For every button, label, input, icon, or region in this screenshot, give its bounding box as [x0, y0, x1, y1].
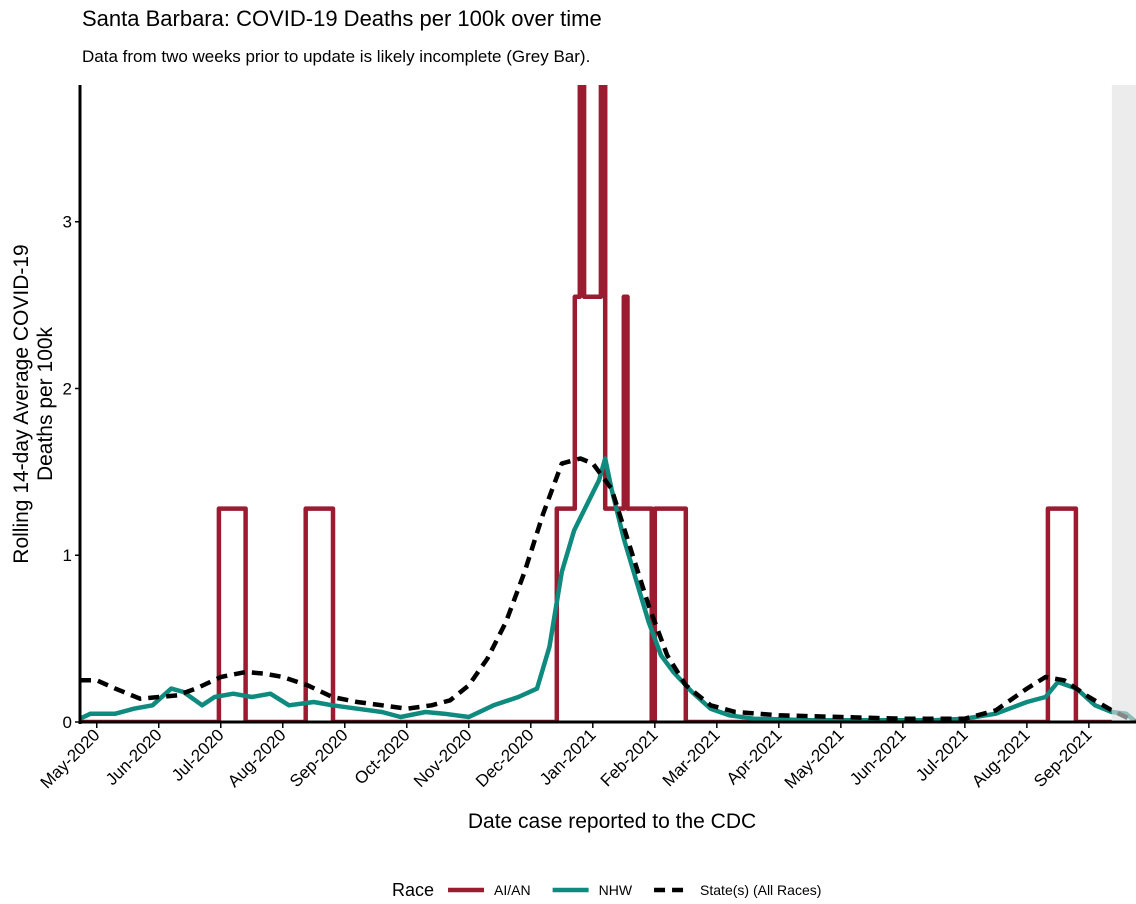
- legend-label: AI/AN: [494, 882, 531, 898]
- x-tick-label: Nov-2020: [410, 725, 476, 791]
- x-tick-label: Feb-2021: [597, 725, 662, 790]
- x-tick-label: Mar-2021: [659, 725, 724, 790]
- y-axis-label: Deaths per 100k: [34, 326, 57, 481]
- x-tick-label: Aug-2021: [968, 725, 1034, 791]
- x-tick-label: Aug-2020: [224, 725, 290, 791]
- x-tick-label: Oct-2020: [351, 725, 414, 788]
- x-tick-label: Apr-2021: [723, 725, 786, 788]
- x-tick-label: Jul-2020: [168, 725, 228, 785]
- y-tick-label: 1: [63, 546, 72, 565]
- incomplete-data-bar: [1111, 85, 1136, 722]
- x-tick-label: Jun-2020: [102, 725, 166, 789]
- series-line: [80, 85, 1112, 722]
- x-tick-label: Jun-2021: [846, 725, 910, 789]
- x-tick-label: Jul-2021: [912, 725, 972, 785]
- series-line: [80, 456, 1136, 722]
- x-axis-label: Date case reported to the CDC: [468, 810, 756, 833]
- plot-area: [80, 85, 1136, 722]
- x-tick-label: Sep-2020: [286, 725, 352, 791]
- x-tick-label: Jan-2021: [536, 725, 600, 789]
- x-tick-label: May-2021: [781, 725, 848, 792]
- y-tick-label: 2: [63, 379, 72, 398]
- y-tick-label: 0: [63, 713, 72, 732]
- x-tick-label: Dec-2020: [472, 725, 538, 791]
- chart-subtitle: Data from two weeks prior to update is l…: [82, 47, 590, 66]
- x-tick-label: Sep-2021: [1030, 725, 1096, 791]
- legend-label: NHW: [599, 882, 633, 898]
- legend-label: State(s) (All Races): [700, 882, 821, 898]
- x-tick-label: May-2020: [37, 725, 104, 792]
- y-axis-label: Rolling 14-day Average COVID-19: [10, 244, 33, 563]
- legend-title: Race: [392, 880, 434, 900]
- y-tick-label: 3: [63, 213, 72, 232]
- series-line: [80, 456, 1136, 722]
- chart-title: Santa Barbara: COVID-19 Deaths per 100k …: [82, 6, 602, 31]
